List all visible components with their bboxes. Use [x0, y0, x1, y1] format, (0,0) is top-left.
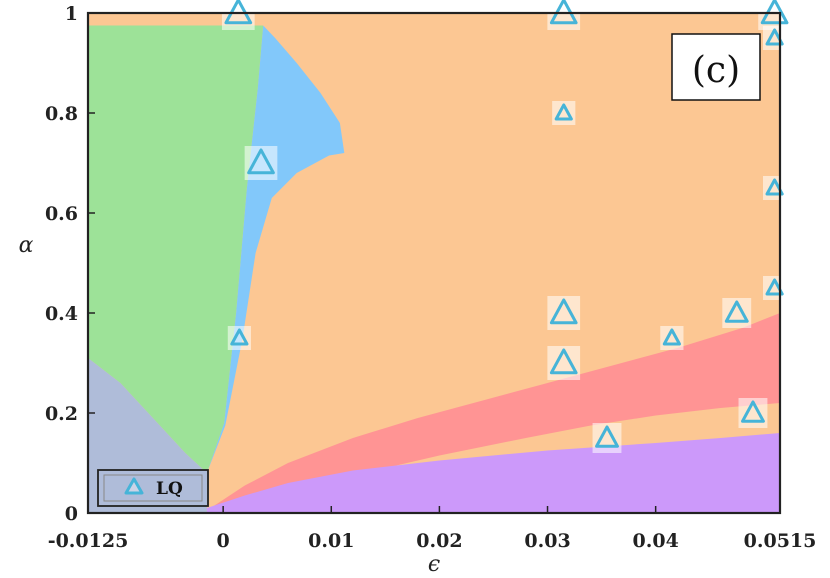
lq-triangle-marker	[549, 348, 578, 375]
data-markers	[221, 0, 791, 453]
marker-halo	[758, 0, 791, 30]
legend-box	[97, 469, 209, 507]
phase-region-4	[206, 313, 780, 511]
phase-regions	[88, 13, 780, 513]
y-tick-label: 0	[65, 503, 78, 525]
legend-triangle-marker	[124, 477, 144, 495]
phase-region-1	[88, 25, 264, 473]
lq-triangle-marker	[595, 425, 619, 448]
lq-triangle-marker	[549, 298, 578, 325]
lq-triangle-marker	[662, 328, 681, 346]
lq-triangle-marker	[230, 328, 249, 346]
x-tick-label: 0.01	[308, 530, 354, 552]
lq-triangle-marker	[724, 300, 749, 323]
x-axis-label: ϵ	[428, 552, 440, 577]
lq-triangle-marker	[765, 278, 784, 296]
lq-triangle-marker	[765, 178, 784, 196]
panel-label-box	[671, 33, 761, 101]
x-tick-label: 0.03	[524, 530, 570, 552]
legend: LQ	[97, 469, 209, 507]
x-tick-label: 0	[217, 530, 230, 552]
panel-label: (c)	[692, 50, 740, 91]
phase-region-5	[206, 433, 780, 513]
y-tick-label: 0.6	[45, 203, 78, 225]
y-axis-label: α	[19, 233, 34, 258]
lq-triangle-marker	[224, 0, 253, 25]
y-tick-label: 0.4	[45, 303, 78, 325]
x-tick-label: 0.04	[633, 530, 679, 552]
x-axis-ticks: -0.0125 0 0.01 0.02 0.03 0.04 0.0515	[48, 506, 817, 552]
lq-triangle-marker	[760, 0, 789, 25]
y-tick-label: 0.8	[45, 103, 78, 125]
marker-halo	[547, 0, 581, 30]
lq-triangle-marker	[549, 0, 578, 25]
legend-label: LQ	[156, 479, 183, 499]
lq-triangle-marker	[765, 28, 784, 46]
marker-halo	[221, 0, 255, 30]
x-tick-label: 0.02	[416, 530, 462, 552]
x-tick-label: 0.0515	[744, 530, 817, 552]
y-axis-ticks: 0 0.2 0.4 0.6 0.8 1	[45, 3, 95, 525]
plot-frame	[86, 11, 782, 515]
phase-region-2	[206, 25, 345, 473]
x-tick-label: -0.0125	[48, 530, 129, 552]
legend-inner-frame	[103, 474, 203, 502]
y-tick-label: 0.2	[45, 403, 78, 425]
lq-triangle-marker	[247, 148, 275, 175]
y-tick-label: 1	[65, 3, 78, 25]
lq-triangle-marker	[554, 103, 573, 121]
lq-triangle-marker	[741, 400, 765, 423]
